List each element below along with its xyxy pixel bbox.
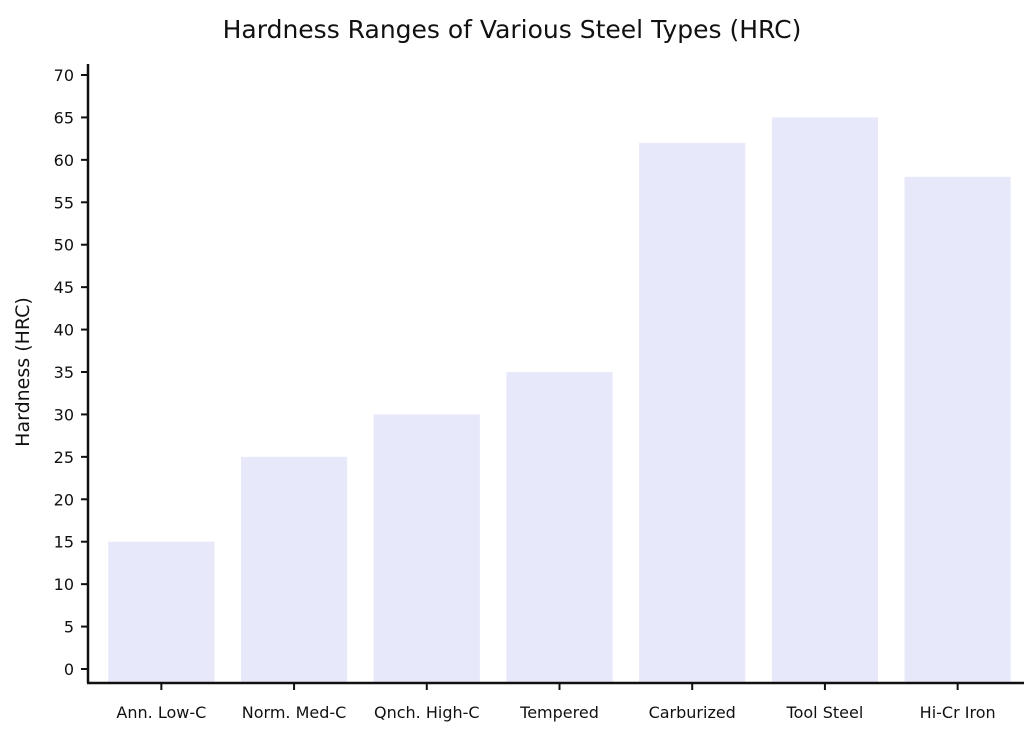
bar: [108, 541, 215, 683]
y-tick-label: 60: [54, 151, 74, 170]
y-tick-label: 35: [54, 363, 74, 382]
y-tick-label: 30: [54, 405, 74, 424]
x-tick-label: Carburized: [649, 703, 736, 722]
y-tick-label: 25: [54, 448, 74, 467]
bar: [240, 456, 348, 683]
x-tick-label: Qnch. High-C: [374, 703, 480, 722]
bar: [373, 414, 480, 683]
x-tick-label: Tempered: [519, 703, 599, 722]
y-tick-label: 45: [54, 278, 74, 297]
y-tick-label: 15: [54, 533, 74, 552]
y-tick-label: 20: [54, 490, 74, 509]
y-tick-label: 70: [54, 66, 74, 85]
bars-group: [108, 117, 1011, 684]
bar: [639, 142, 746, 683]
bar: [506, 372, 613, 683]
x-tick-label: Hi-Cr Iron: [920, 703, 996, 722]
x-tick-label: Tool Steel: [786, 703, 864, 722]
y-tick-label: 10: [54, 575, 74, 594]
y-axis-label: Hardness (HRC): [12, 297, 34, 447]
bar: [904, 176, 1011, 684]
bar: [771, 117, 879, 683]
y-tick-label: 5: [64, 618, 74, 637]
x-axis-ticks: Ann. Low-C Norm. Med-C Qnch. High-C Tempere…: [116, 683, 996, 722]
y-tick-label: 65: [54, 108, 74, 127]
x-tick-label: Ann. Low-C: [116, 703, 206, 722]
chart-title: Hardness Ranges of Various Steel Types (…: [223, 15, 802, 44]
y-tick-label: 0: [64, 660, 74, 679]
y-axis-ticks: 0 5 10 15 20 25 30 35 40 45 50 55 60 65 70: [54, 66, 88, 679]
y-tick-label: 40: [54, 321, 74, 340]
y-tick-label: 55: [54, 193, 74, 212]
x-tick-label: Norm. Med-C: [242, 703, 347, 722]
y-tick-label: 50: [54, 236, 74, 255]
